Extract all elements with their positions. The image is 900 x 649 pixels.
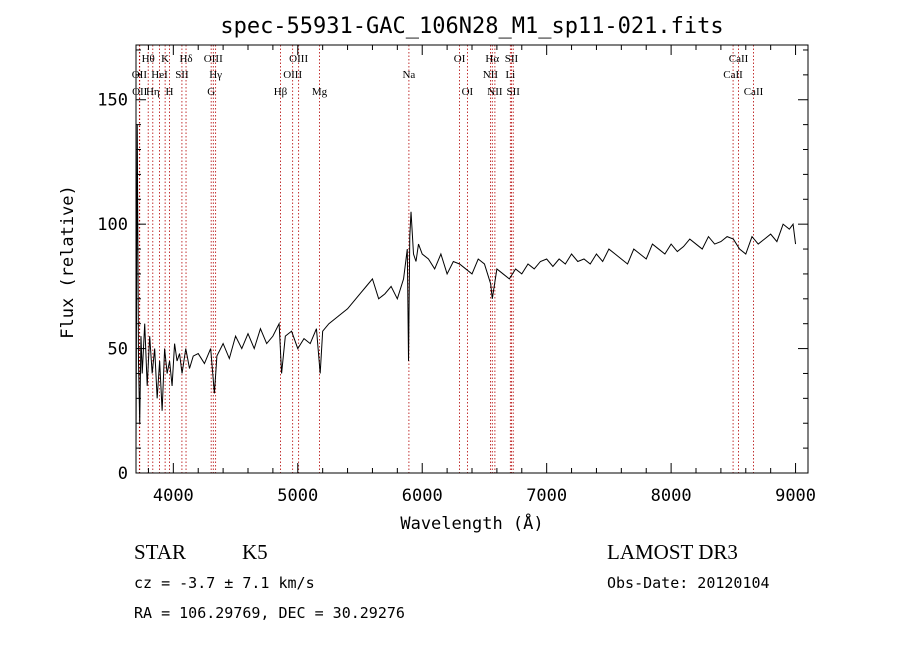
marker-label-10: Hγ (209, 69, 222, 81)
x-tick-label-5: 9000 (775, 486, 816, 506)
marker-label-20: NII (483, 69, 499, 81)
radec-text: RA = 106.29769, DEC = 30.29276 (134, 604, 405, 622)
marker-label-25: CaII (729, 53, 749, 65)
chart-title: spec-55931-GAC_106N28_M1_sp11-021.fits (220, 14, 723, 39)
marker-label-5: K (161, 53, 169, 65)
marker-label-3: Hη (146, 86, 160, 98)
marker-label-26: CaII (723, 69, 743, 81)
marker-label-22: SII (505, 53, 519, 65)
marker-label-17: OI (454, 53, 466, 65)
marker-label-11: G (207, 86, 215, 98)
survey-label: LAMOST DR3 (607, 540, 738, 564)
y-axis-label: Flux (relative) (58, 185, 78, 339)
marker-label-24: SII (506, 86, 520, 98)
marker-label-19: Hα (485, 53, 499, 65)
y-tick-label-2: 100 (97, 215, 128, 235)
x-tick-label-1: 5000 (277, 486, 318, 506)
y-tick-label-0: 0 (118, 464, 128, 484)
spectral-line-markers (138, 45, 754, 473)
marker-label-23: Li (505, 69, 515, 81)
obs-date-text: Obs-Date: 20120104 (607, 574, 770, 592)
spectrum-line (135, 124, 797, 449)
marker-label-27: CaII (744, 86, 764, 98)
marker-label-14: OIII (289, 53, 308, 65)
plot-frame (135, 44, 809, 474)
y-tick-label-3: 150 (97, 91, 128, 111)
marker-label-4: HeI (151, 69, 168, 81)
redshift-text: cz = -3.7 ± 7.1 km/s (134, 574, 315, 592)
marker-label-15: Mg (312, 86, 328, 98)
marker-label-7: SII (175, 69, 189, 81)
x-tick-label-3: 7000 (526, 486, 567, 506)
marker-label-6: H (165, 86, 173, 98)
class-label: STAR (134, 540, 186, 564)
x-tick-label-2: 6000 (402, 486, 443, 506)
marker-label-9: OIII (204, 53, 223, 65)
marker-label-8: Hδ (179, 53, 192, 65)
y-tick-label-1: 50 (108, 340, 128, 360)
marker-label-13: OIII (283, 69, 302, 81)
marker-label-12: Hβ (274, 86, 288, 98)
marker-label-16: Na (402, 69, 415, 81)
x-tick-label-0: 4000 (153, 486, 194, 506)
subclass-label: K5 (242, 540, 268, 564)
x-tick-label-4: 8000 (651, 486, 692, 506)
marker-label-21: NII (487, 86, 503, 98)
y-axis-ticks: 0 50 100 150 (97, 49, 808, 484)
x-axis-label: Wavelength (Å) (400, 512, 543, 534)
marker-label-0: Hθ (142, 53, 155, 65)
marker-label-18: OI (462, 86, 474, 98)
x-axis-ticks: 4000 5000 6000 7000 8000 9000 (147, 45, 816, 506)
